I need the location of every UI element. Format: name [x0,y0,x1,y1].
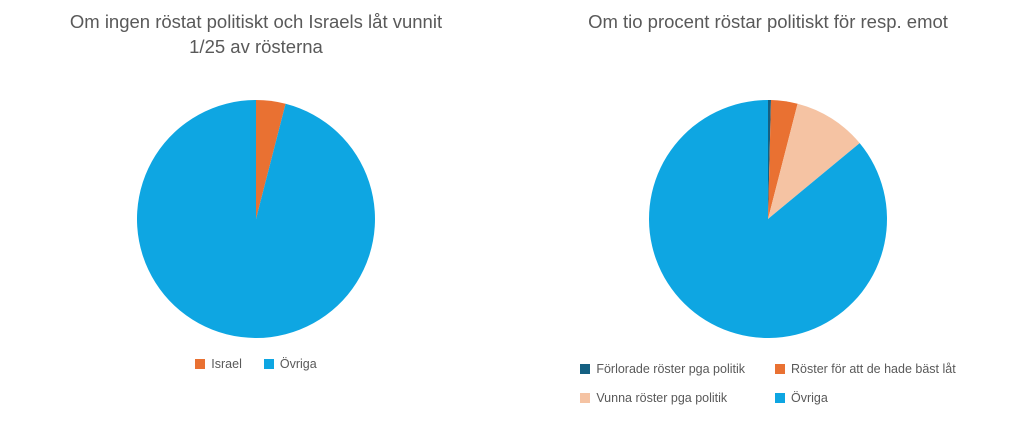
legend-label: Israel [211,357,242,371]
chart-legend: Israel Övriga [0,357,512,371]
pie-graphic [648,100,887,338]
legend-swatch-icon [263,359,274,369]
chart-title: Om ingen röstat politiskt och Israels lå… [69,11,443,57]
pie-slice [136,100,375,338]
legend-swatch-icon [195,359,206,369]
legend-item-forlorade-roster: Förlorade röster pga politik [580,362,745,376]
legend-label: Övriga [279,357,317,371]
chart-legend: Förlorade röster pga politik Röster för … [512,362,1024,405]
pie-slice [256,100,286,219]
legend-item-ovriga: Övriga [263,357,317,371]
legend-item-roster-bast-lat: Röster för att de hade bäst låt [775,362,956,376]
legend-label: Röster för att de hade bäst låt [791,362,956,376]
pie-slice [768,100,798,219]
legend-label: Övriga [791,391,828,405]
pie-graphic [136,100,375,338]
legend-swatch-icon [775,364,785,374]
legend-swatch-icon [580,393,591,403]
pie-slice [768,103,860,219]
legend-item-vunna-roster: Vunna röster pga politik [580,391,745,405]
legend-item-israel: Israel [195,357,242,371]
legend-swatch-icon [580,364,591,374]
legend-swatch-icon [775,393,785,403]
pie-chart-no-political-voting: Om ingen röstat politiskt och Israels lå… [0,11,512,371]
pie-chart-ten-percent-political: Om tio procent röstar politiskt för resp… [512,0,1024,433]
chart-title: Om tio procent röstar politiskt för resp… [588,11,948,32]
pie-slice [768,100,771,219]
pie-slice [648,100,887,338]
legend-item-ovriga: Övriga [775,391,956,405]
legend-label: Förlorade röster pga politik [596,362,745,376]
legend-label: Vunna röster pga politik [596,391,728,405]
